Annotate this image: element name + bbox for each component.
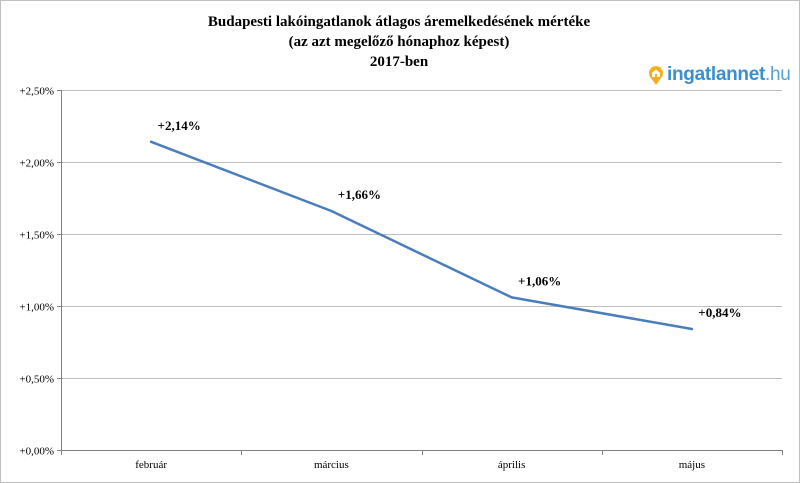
y-tick-label: +2,00% xyxy=(19,158,54,170)
chart-title-line-3: 2017-ben xyxy=(369,54,429,70)
y-tick-label: +0,00% xyxy=(19,446,54,458)
data-label: +0,84% xyxy=(698,305,741,320)
house-pin-icon xyxy=(649,66,663,85)
x-tick-label: március xyxy=(314,459,349,471)
logo-name: ingatlannet xyxy=(667,64,766,85)
data-point xyxy=(330,209,333,213)
y-tick-label: +1,00% xyxy=(19,302,54,314)
data-label: +1,06% xyxy=(518,273,561,288)
data-labels: +2,14% +1,66% +1,06% +0,84% xyxy=(158,118,742,320)
ingatlannet-logo: ingatlannet.hu xyxy=(648,63,791,87)
x-axis-ticks: február március április május xyxy=(61,450,783,471)
series xyxy=(149,140,694,331)
series-line xyxy=(149,140,694,331)
y-tick-label: +0,50% xyxy=(19,374,54,386)
gridlines xyxy=(61,90,782,379)
y-tick-label: +1,50% xyxy=(19,230,54,242)
logo-tld: .hu xyxy=(765,64,791,85)
x-tick-label: május xyxy=(679,459,705,471)
data-point xyxy=(690,327,694,331)
logo-wordmark: ingatlannet.hu xyxy=(667,64,791,86)
data-label: +2,14% xyxy=(158,118,201,133)
chart-title-line-2: (az azt megelőző hónaphoz képest) xyxy=(288,34,510,50)
y-axis-ticks: +0,00% +0,50% +1,00% +1,50% +2,00% +2,50% xyxy=(19,86,61,458)
chart-title: Budapesti lakóingatlanok átlagos áremelk… xyxy=(0,12,798,72)
data-point xyxy=(149,140,153,144)
x-tick-label: február xyxy=(135,459,167,471)
y-tick-label: +2,50% xyxy=(19,86,54,98)
data-point xyxy=(510,296,513,299)
data-label: +1,66% xyxy=(338,187,381,202)
axes xyxy=(61,90,782,451)
x-tick-label: április xyxy=(498,459,526,471)
chart-title-line-1: Budapesti lakóingatlanok átlagos áremelk… xyxy=(207,14,591,30)
